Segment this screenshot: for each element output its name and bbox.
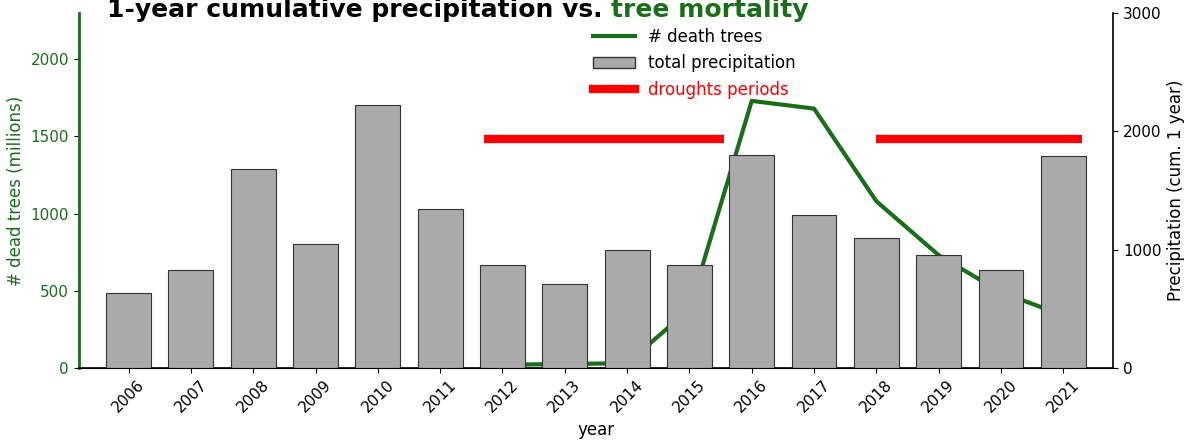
Bar xyxy=(791,215,837,368)
Bar xyxy=(1041,156,1086,368)
Bar xyxy=(853,238,899,368)
Bar xyxy=(293,244,339,368)
Bar xyxy=(106,293,151,368)
Y-axis label: # dead trees (millions): # dead trees (millions) xyxy=(7,95,25,285)
Bar xyxy=(355,105,401,368)
Legend: # death trees, total precipitation, droughts periods: # death trees, total precipitation, drou… xyxy=(586,21,802,105)
Bar xyxy=(417,209,462,368)
Y-axis label: Precipitation (cum. 1 year): Precipitation (cum. 1 year) xyxy=(1167,80,1185,301)
X-axis label: year: year xyxy=(577,421,615,439)
Bar xyxy=(542,284,588,368)
Bar xyxy=(917,256,961,368)
Text: 1-year cumulative precipitation vs.: 1-year cumulative precipitation vs. xyxy=(106,0,610,22)
Bar xyxy=(480,265,524,368)
Bar xyxy=(979,270,1024,368)
Bar xyxy=(231,169,275,368)
Text: tree mortality: tree mortality xyxy=(610,0,808,22)
Bar xyxy=(604,250,650,368)
Bar xyxy=(168,270,213,368)
Bar xyxy=(730,155,774,368)
Bar xyxy=(668,265,712,368)
